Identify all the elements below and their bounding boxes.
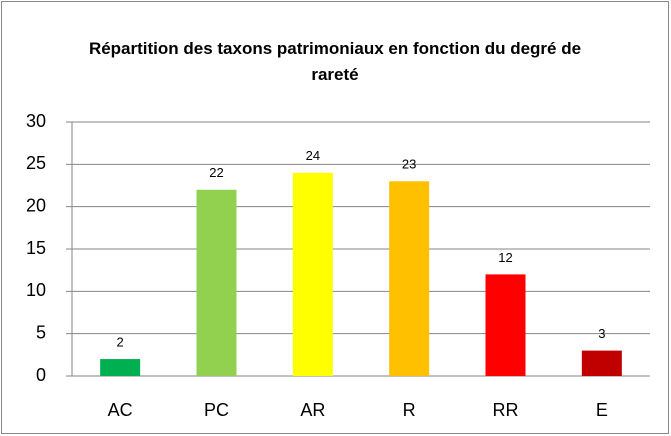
data-label: 24 [306,148,320,163]
x-tick-label: R [403,400,416,420]
x-tick-label: AC [108,400,133,420]
y-tick-label: 20 [26,195,46,215]
y-tick-label: 25 [26,153,46,173]
chart-title: Répartition des taxons patrimoniaux en f… [88,39,582,84]
bar [292,172,333,376]
y-tick-label: 0 [36,365,46,385]
y-tick-label: 15 [26,238,46,258]
y-tick-label: 30 [26,111,46,131]
data-label: 22 [209,165,223,180]
bar [100,359,141,376]
data-label: 3 [598,326,605,341]
x-tick-label: PC [204,400,229,420]
bar [581,350,622,376]
x-tick-label: AR [300,400,325,420]
y-tick-label: 5 [36,322,46,342]
bar [485,274,526,376]
x-tick-label: RR [493,400,519,420]
data-label: 12 [498,250,512,265]
data-label: 23 [402,157,416,172]
y-tick-label: 10 [26,280,46,300]
data-label: 2 [117,335,124,350]
x-tick-label: E [596,400,608,420]
bar [389,181,430,376]
bar [196,189,237,376]
